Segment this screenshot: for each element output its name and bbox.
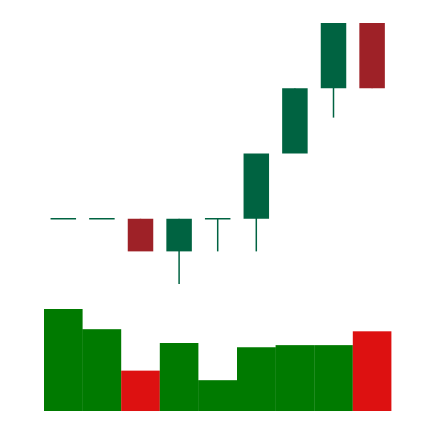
candle-body-4 bbox=[166, 219, 192, 252]
candle-body-6 bbox=[244, 154, 269, 219]
volume-bar-1 bbox=[44, 309, 83, 411]
volume-bar-2 bbox=[83, 329, 122, 411]
volume-layer bbox=[44, 309, 391, 411]
volume-bar-4 bbox=[160, 343, 199, 411]
price-layer bbox=[51, 23, 385, 284]
candle-body-8 bbox=[321, 23, 347, 88]
volume-bar-8 bbox=[314, 345, 353, 411]
candle-body-7 bbox=[282, 88, 308, 153]
volume-bar-3 bbox=[121, 371, 160, 411]
volume-bar-6 bbox=[237, 347, 276, 411]
candle-body-3 bbox=[128, 219, 154, 252]
volume-bar-7 bbox=[276, 345, 315, 411]
volume-bar-5 bbox=[198, 380, 237, 411]
candle-body-9 bbox=[359, 23, 385, 88]
volume-bar-9 bbox=[353, 331, 392, 411]
